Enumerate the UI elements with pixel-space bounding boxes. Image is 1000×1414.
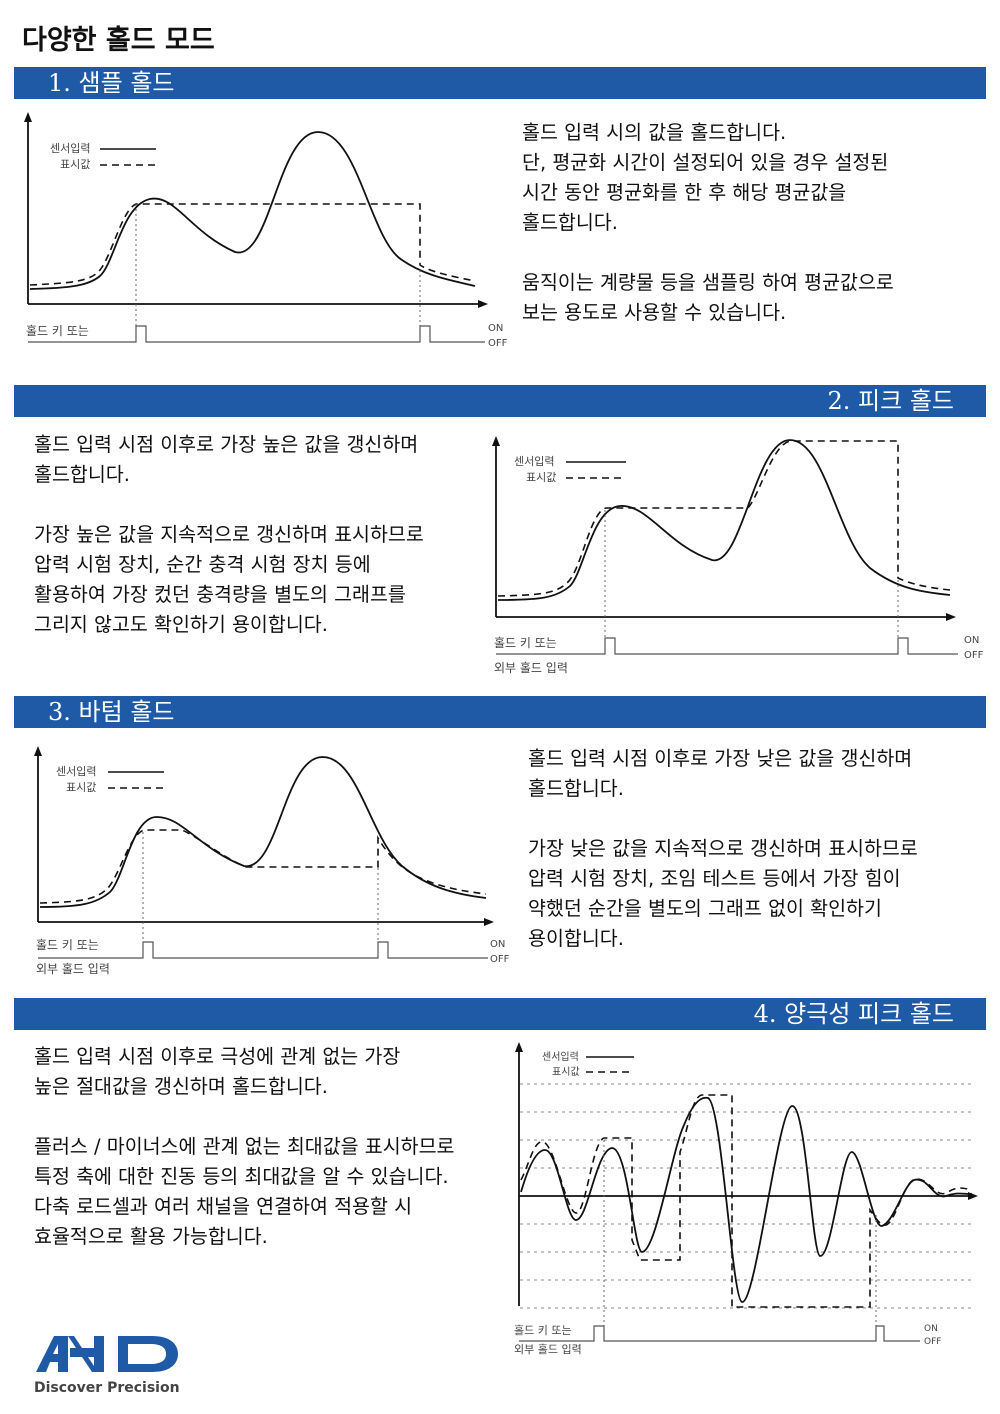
desc-line: 홀드 입력 시점 이후로 가장 낮은 값을 갱신하며: [528, 747, 913, 770]
section-1-description: 홀드 입력 시의 값을 홀드합니다. 단, 평균화 시간이 설정되어 있을 경우…: [522, 118, 894, 328]
desc-line: 가장 높은 값을 지속적으로 갱신하며 표시하므로: [34, 523, 424, 546]
on-label: ON: [490, 939, 505, 950]
trigger-label: 홀드 키 또는: [514, 1324, 572, 1337]
sensor-input-line: [39, 756, 487, 908]
off-label: OFF: [924, 1337, 941, 1347]
desc-line: 단, 평균화 시간이 설정되어 있을 경우 설정된: [522, 151, 889, 174]
trigger-label: 홀드 키 또는: [494, 636, 557, 650]
brand-tagline: Discover Precision: [34, 1380, 180, 1396]
legend-display-label: 표시값: [66, 781, 96, 794]
section-3-description: 홀드 입력 시점 이후로 가장 낮은 값을 갱신하며 홀드합니다. 가장 낮은 …: [528, 744, 918, 954]
sensor-input-line: [497, 439, 951, 601]
trigger-label: 외부 홀드 입력: [514, 1343, 582, 1356]
desc-line: 압력 시험 장치, 조임 테스트 등에서 가장 힘이: [528, 867, 901, 890]
section-4-description: 홀드 입력 시점 이후로 극성에 관계 없는 가장 높은 절대값을 갱신하며 홀…: [34, 1042, 455, 1252]
legend-sensor-label: 센서입력: [56, 765, 96, 778]
desc-line: 홀드합니다.: [528, 777, 624, 800]
off-label: OFF: [964, 650, 984, 661]
desc-line: 플러스 / 마이너스에 관계 없는 최대값을 표시하므로: [34, 1135, 455, 1158]
on-label: ON: [488, 323, 503, 334]
desc-line: 특정 축에 대한 진동 등의 최대값을 알 수 있습니다.: [34, 1165, 449, 1188]
legend-sensor-label: 센서입력: [514, 455, 554, 468]
x-axis-arrow: [478, 300, 488, 308]
desc-line: 높은 절대값을 갱신하며 홀드합니다.: [34, 1075, 328, 1098]
page-title: 다양한 홀드 모드: [22, 25, 215, 56]
trigger-label: 홀드 키 또는: [26, 324, 89, 338]
hold-key-pulse: [38, 941, 488, 959]
sensor-input-line: [29, 131, 476, 290]
desc-line: 홀드합니다.: [34, 463, 130, 486]
display-value-line: [520, 1094, 973, 1308]
on-label: ON: [964, 635, 979, 646]
hold-key-pulse: [519, 1325, 920, 1342]
trigger-label: 홀드 키 또는: [36, 938, 99, 952]
trigger-label: 외부 홀드 입력: [494, 661, 568, 675]
off-label: OFF: [488, 338, 508, 349]
display-value-line: [39, 829, 487, 904]
section-1-heading: 1. 샘플 홀드: [14, 67, 986, 99]
trigger-label: 외부 홀드 입력: [36, 962, 110, 976]
desc-line: 약했던 순간을 별도의 그래프 없이 확인하기: [528, 897, 882, 920]
desc-line: 압력 시험 장치, 순간 충격 시험 장치 등에: [34, 553, 371, 576]
legend-display-label: 표시값: [60, 158, 90, 171]
desc-line: 용이합니다.: [528, 927, 624, 950]
legend-display-label: 표시값: [552, 1066, 580, 1078]
legend-sensor-label: 센서입력: [50, 142, 90, 155]
y-axis-arrow: [492, 436, 500, 446]
brand-logo-mark: Discover Precision: [34, 1336, 180, 1396]
y-axis-arrow: [24, 112, 32, 122]
desc-line: 효율적으로 활용 가능합니다.: [34, 1225, 268, 1248]
section-2-description: 홀드 입력 시점 이후로 가장 높은 값을 갱신하며 홀드합니다. 가장 높은 …: [34, 430, 424, 640]
off-label: OFF: [490, 954, 510, 965]
desc-line: 보는 용도로 사용할 수 있습니다.: [522, 301, 787, 324]
x-axis-arrow: [484, 918, 494, 926]
desc-line: 홀드합니다.: [522, 211, 618, 234]
hold-key-pulse: [496, 637, 958, 655]
desc-line: 홀드 입력 시점 이후로 가장 높은 값을 갱신하며: [34, 433, 419, 456]
y-axis-arrow: [34, 746, 42, 756]
brand-logo: Discover Precision: [34, 1332, 194, 1406]
section-2-heading: 2. 피크 홀드: [14, 385, 986, 417]
hold-key-pulse: [28, 325, 485, 343]
section-3-heading: 3. 바텀 홀드: [14, 696, 986, 728]
section-4-heading: 4. 양극성 피크 홀드: [14, 998, 986, 1030]
legend-sensor-label: 센서입력: [542, 1050, 579, 1063]
sensor-input-line: [520, 1096, 973, 1303]
on-label: ON: [924, 1324, 938, 1334]
desc-line: 홀드 입력 시의 값을 홀드합니다.: [522, 121, 787, 144]
desc-line: 움직이는 계량물 등을 샘플링 하여 평균값으로: [522, 271, 894, 294]
desc-line: 홀드 입력 시점 이후로 극성에 관계 없는 가장: [34, 1045, 401, 1068]
desc-line: 시간 동안 평균화를 한 후 해당 평균값을: [522, 181, 847, 204]
display-value-line: [497, 440, 951, 597]
x-axis-arrow: [946, 613, 956, 621]
desc-line: 가장 낮은 값을 지속적으로 갱신하며 표시하므로: [528, 837, 918, 860]
desc-line: 그리지 않고도 확인하기 용이합니다.: [34, 613, 328, 636]
y-axis-arrow: [515, 1042, 523, 1052]
desc-line: 활용하여 가장 컸던 충격량을 별도의 그래프를: [34, 583, 406, 606]
desc-line: 다축 로드셀과 여러 채널을 연결하여 적용할 시: [34, 1195, 413, 1218]
legend-display-label: 표시값: [526, 471, 556, 484]
